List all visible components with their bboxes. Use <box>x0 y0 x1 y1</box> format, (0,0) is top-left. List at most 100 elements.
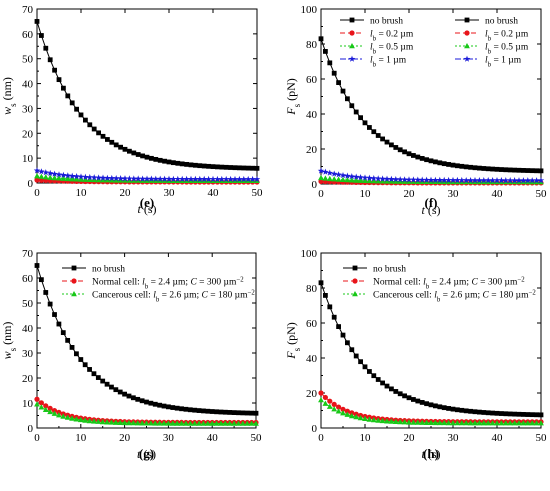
data-point <box>427 176 435 183</box>
panel-label: (f) <box>425 195 438 210</box>
data-point <box>232 165 238 171</box>
data-point <box>193 162 198 168</box>
data-point <box>86 173 94 181</box>
data-point <box>516 411 522 417</box>
data-point <box>534 412 539 418</box>
x-axis-label: t (s) <box>137 447 156 461</box>
data-point <box>60 175 67 181</box>
legend-marker <box>71 278 77 284</box>
data-point <box>56 77 62 83</box>
data-point <box>468 164 473 170</box>
x-tick-label: 0 <box>318 432 324 444</box>
legend-entry: no brush <box>485 17 518 27</box>
legend-entry: Cancerous cell: lb = 2.6 µm; C = 180 µm−… <box>373 289 536 303</box>
data-point <box>393 389 399 394</box>
y-tick-label: 40 <box>306 109 318 121</box>
data-point <box>117 175 124 182</box>
data-point <box>175 160 181 166</box>
data-point <box>47 57 53 63</box>
legend-entry: lb = 0.5 µm <box>370 43 414 56</box>
data-point <box>459 407 465 413</box>
data-point <box>47 301 53 307</box>
data-point <box>204 420 211 426</box>
data-point <box>148 400 154 406</box>
y-tick-label: 40 <box>22 79 34 91</box>
x-tick-label: 50 <box>536 188 548 200</box>
data-point <box>38 404 45 410</box>
data-point <box>78 176 84 182</box>
data-point <box>353 177 360 183</box>
data-point <box>397 147 403 153</box>
series-0 <box>34 263 259 416</box>
data-point <box>525 168 531 173</box>
data-point <box>353 414 360 420</box>
data-point <box>484 177 492 184</box>
data-point <box>538 168 544 174</box>
data-point <box>241 165 247 171</box>
series-0 <box>318 280 544 418</box>
data-point <box>227 175 234 182</box>
data-point <box>445 419 452 426</box>
data-point <box>65 337 71 343</box>
data-point <box>371 373 377 379</box>
data-point <box>415 398 421 404</box>
data-point <box>122 146 128 152</box>
data-point <box>506 177 514 184</box>
data-point <box>157 402 163 408</box>
data-point <box>388 418 395 424</box>
data-point <box>187 420 194 426</box>
data-point <box>117 419 124 425</box>
data-point <box>441 161 447 167</box>
data-point <box>424 401 429 407</box>
legend-entry: lb = 1 µm <box>370 56 407 69</box>
data-point <box>91 176 98 183</box>
data-point <box>43 45 49 51</box>
chart-panel-h: 0 10 20 30 40 50 0 20 40 60 80 100 t (s) Fs (pN) (h) no… <box>284 248 547 461</box>
data-point <box>503 167 509 173</box>
data-point <box>437 160 443 166</box>
data-point <box>135 396 141 402</box>
legend-entry: Normal cell: lb = 2.4 µm; C = 300 µm−2 <box>92 276 244 290</box>
data-point <box>210 164 216 170</box>
data-point <box>367 125 372 130</box>
data-point <box>86 417 93 424</box>
data-point <box>511 420 518 426</box>
data-point <box>379 417 386 424</box>
data-point <box>165 175 173 182</box>
data-point <box>436 419 443 426</box>
data-point <box>228 165 233 170</box>
data-point <box>393 145 399 150</box>
legend-marker <box>71 291 77 297</box>
data-point <box>406 395 412 401</box>
data-point <box>131 150 137 156</box>
data-point <box>370 416 377 423</box>
data-point <box>249 410 255 416</box>
data-point <box>60 413 67 419</box>
data-point <box>144 154 150 160</box>
series-2 <box>318 397 544 426</box>
data-point <box>353 109 359 115</box>
data-point <box>82 176 89 182</box>
data-point <box>344 176 351 183</box>
data-point <box>462 176 470 184</box>
data-point <box>174 175 182 182</box>
data-point <box>51 170 58 177</box>
data-point <box>109 384 114 390</box>
y-tick-label: 0 <box>312 179 318 191</box>
data-point <box>366 416 373 422</box>
data-point <box>250 165 255 171</box>
data-point <box>406 151 412 157</box>
data-point <box>432 419 439 426</box>
data-point <box>370 174 378 182</box>
data-point <box>52 67 57 73</box>
data-point <box>47 174 54 180</box>
data-point <box>69 345 75 350</box>
data-point <box>414 419 421 425</box>
data-point <box>389 386 394 392</box>
data-point <box>472 420 478 426</box>
data-point <box>139 420 146 426</box>
y-tick-label: 50 <box>22 54 34 66</box>
data-point <box>82 417 89 423</box>
data-point <box>184 161 189 167</box>
